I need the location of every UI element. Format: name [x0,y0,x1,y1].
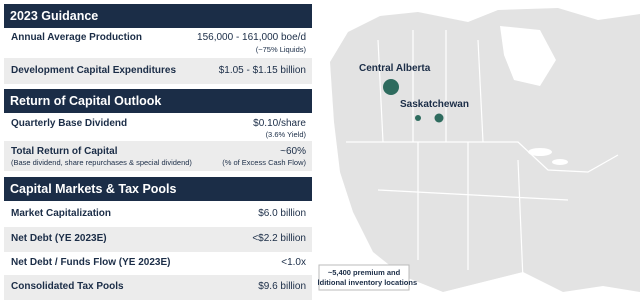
row: Net Debt (YE 2023E) <$2.2 billion [4,227,312,252]
section-header: Capital Markets & Tax Pools [4,177,312,201]
row-value: <1.0x [281,257,306,268]
row-label: Annual Average Production [11,32,142,43]
map: Central Alberta Saskatchewan ~5,400 prem… [318,8,640,292]
row-label-note: (Base dividend, share repurchases & spec… [11,158,192,167]
row-value: <$2.2 billion [252,233,306,244]
row-value-note: (3.6% Yield) [265,130,306,139]
hudson-bay [500,26,556,86]
row-value: $0.10/share [253,118,306,129]
lake [552,159,568,165]
row: Annual Average Production 156,000 - 161,… [4,28,312,58]
row-label: Development Capital Expenditures [11,65,177,76]
note-box [318,264,410,291]
row: Quarterly Base Dividend $0.10/share (3.6… [4,113,312,141]
border [377,39,384,143]
row-value: 156,000 - 161,000 boe/d [197,32,306,43]
row-value-note: (% of Excess Cash Flow) [222,158,306,167]
section-header: 2023 Guidance [4,4,312,28]
row-value: ~60% [280,146,306,157]
borders [346,30,619,281]
row-label: Total Return of Capital [11,146,118,157]
location-marker [383,79,399,95]
row-label: Net Debt (YE 2023E) [11,233,107,244]
row: Net Debt / Funds Flow (YE 2023E) <1.0x [4,252,312,275]
map-label: Saskatchewan [400,99,469,110]
location-marker [415,115,421,121]
row-value: $1.05 - $1.15 billion [218,65,306,76]
row-label: Net Debt / Funds Flow (YE 2023E) [11,257,171,268]
row-label: Market Capitalization [11,208,112,219]
note-text: ~5,400 premium and [328,268,401,277]
location-marker [434,113,444,123]
map-label: Central Alberta [359,63,431,74]
border [346,141,619,173]
row: Total Return of Capital (Base dividend, … [4,141,312,171]
border [377,142,569,281]
section-header: Return of Capital Outlook [4,89,312,113]
row: Development Capital Expenditures $1.05 -… [4,58,312,84]
lake [528,148,552,156]
land [330,8,640,292]
row-label: Consolidated Tax Pools [11,281,124,292]
row-value-note: (~75% Liquids) [255,45,306,54]
border [477,39,484,143]
row: Consolidated Tax Pools $9.6 billion [4,275,312,300]
row-value: $9.6 billion [258,281,306,292]
row-value: $6.0 billion [258,208,306,219]
row: Market Capitalization $6.0 billion [4,201,312,227]
note-text: additional inventory locations [318,278,417,287]
row-label: Quarterly Base Dividend [11,118,128,129]
